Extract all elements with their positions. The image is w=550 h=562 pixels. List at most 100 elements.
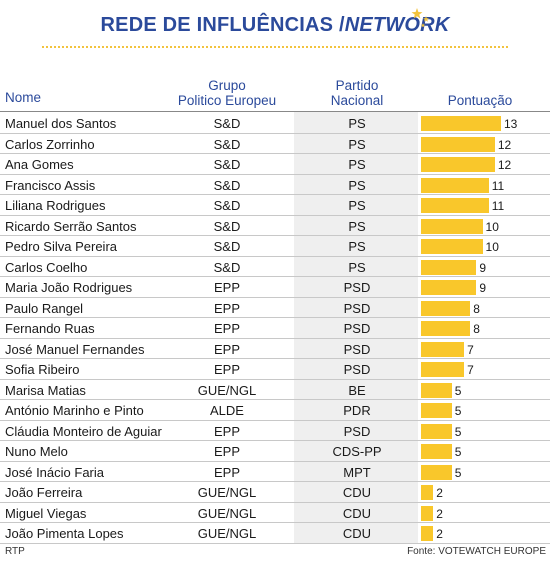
row-name: Ricardo Serrão Santos xyxy=(5,218,137,234)
row-partido: PS xyxy=(348,218,366,234)
table-row: Pedro Silva Pereira S&D PS 10 xyxy=(0,236,550,257)
row-name: Cláudia Monteiro de Aguiar xyxy=(5,423,162,439)
header-partido: Partido Nacional xyxy=(302,78,412,108)
row-grupo: S&D xyxy=(213,136,241,152)
row-grupo: GUE/NGL xyxy=(197,382,257,398)
row-partido: PS xyxy=(348,116,366,131)
row-name: Carlos Coelho xyxy=(5,259,88,275)
row-partido: PSD xyxy=(343,362,371,377)
score-label: 8 xyxy=(473,322,480,336)
row-grupo: EPP xyxy=(213,280,240,295)
row-partido: CDU xyxy=(342,505,372,521)
table-row: Fernando Ruas EPP PSD 8 xyxy=(0,318,550,339)
score-label: 11 xyxy=(491,178,505,193)
score-label: 12 xyxy=(497,158,512,172)
row-grupo: S&D xyxy=(213,218,241,234)
row-partido: PS xyxy=(348,198,366,213)
score-label: 13 xyxy=(504,117,518,131)
header-grupo-line2: Politico Europeu xyxy=(177,93,277,108)
row-name: Nuno Melo xyxy=(5,444,68,459)
score-bar xyxy=(421,464,452,480)
score-bar xyxy=(421,526,434,541)
chart-title: REDE DE INFLUÊNCIAS /NETWORK xyxy=(0,14,550,37)
row-grupo: S&D xyxy=(213,198,241,213)
row-name: Carlos Zorrinho xyxy=(5,136,95,152)
row-name: Liliana Rodrigues xyxy=(5,198,106,213)
header-grupo: Grupo Politico Europeu xyxy=(162,78,292,108)
score-label: 9 xyxy=(479,260,487,275)
score-bar xyxy=(421,259,477,275)
header-divider xyxy=(0,111,550,112)
table-row: Miguel Viegas GUE/NGL CDU 2 xyxy=(0,503,550,523)
row-name: João Ferreira xyxy=(5,485,83,500)
table-row: Carlos Coelho S&D PS 9 xyxy=(0,257,550,277)
score-label: 2 xyxy=(436,506,443,521)
table-row: Maria João Rodrigues EPP PSD 9 xyxy=(0,277,550,298)
row-partido: PDR xyxy=(343,403,371,418)
score-label: 2 xyxy=(436,527,443,541)
table-row: Paulo Rangel EPP PSD 8 xyxy=(0,298,550,318)
header-grupo-line1: Grupo xyxy=(208,78,246,93)
score-bar xyxy=(421,423,452,439)
row-grupo: S&D xyxy=(213,239,241,254)
score-bar xyxy=(421,136,495,152)
table-row: Carlos Zorrinho S&D PS 12 xyxy=(0,134,550,154)
score-bar xyxy=(421,116,501,131)
table-row: Ricardo Serrão Santos S&D PS 10 xyxy=(0,216,550,236)
score-label: 5 xyxy=(454,404,462,418)
table-row: Marisa Matias GUE/NGL BE 5 xyxy=(0,380,550,400)
row-grupo: GUE/NGL xyxy=(197,526,257,541)
row-grupo: EPP xyxy=(213,444,240,459)
table-row: Ana Gomes S&D PS 12 xyxy=(0,154,550,175)
row-grupo: EPP xyxy=(213,300,240,316)
row-name: Fernando Ruas xyxy=(5,321,95,336)
row-grupo: EPP xyxy=(213,362,240,377)
score-bar xyxy=(421,444,452,459)
header-nome: Nome xyxy=(5,90,42,105)
score-bar xyxy=(421,157,495,172)
table-row: Nuno Melo EPP CDS-PP 5 xyxy=(0,441,550,462)
score-label: 5 xyxy=(454,424,462,439)
row-name: Paulo Rangel xyxy=(5,300,84,316)
footer-credit: RTP xyxy=(5,546,25,557)
row-grupo: GUE/NGL xyxy=(197,505,257,521)
score-label: 11 xyxy=(491,199,505,213)
header-partido-line2: Nacional xyxy=(330,93,384,108)
score-bar xyxy=(421,198,489,213)
row-partido: BE xyxy=(348,382,366,398)
table-row: José Manuel Fernandes EPP PSD 7 xyxy=(0,339,550,359)
row-name: Francisco Assis xyxy=(5,177,96,193)
score-bar xyxy=(421,321,471,336)
row-partido: PS xyxy=(348,157,366,172)
stars-icon xyxy=(411,8,429,28)
row-name: António Marinho e Pinto xyxy=(5,403,144,418)
score-bar xyxy=(421,505,434,521)
title-divider xyxy=(42,46,508,48)
row-partido: PS xyxy=(348,177,366,193)
partido-column-band xyxy=(294,112,418,544)
row-name: Ana Gomes xyxy=(5,157,74,172)
row-name: Sofia Ribeiro xyxy=(5,362,80,377)
score-bar xyxy=(421,300,471,316)
score-bar xyxy=(421,403,452,418)
row-grupo: EPP xyxy=(213,321,240,336)
row-partido: PSD xyxy=(343,423,371,439)
footer-source: Fonte: VOTEWATCH EUROPE xyxy=(407,546,546,557)
score-bar xyxy=(421,177,489,193)
score-bar xyxy=(421,239,483,254)
table-row: Sofia Ribeiro EPP PSD 7 xyxy=(0,359,550,380)
row-grupo: EPP xyxy=(213,423,240,439)
row-partido: CDU xyxy=(342,485,372,500)
row-grupo: S&D xyxy=(213,116,241,131)
score-label: 5 xyxy=(454,445,462,459)
row-partido: PS xyxy=(348,136,366,152)
table-row: Manuel dos Santos S&D PS 13 xyxy=(0,113,550,134)
score-bar xyxy=(421,362,465,377)
score-label: 8 xyxy=(473,301,480,316)
table-row: José Inácio Faria EPP MPT 5 xyxy=(0,462,550,482)
row-partido: CDU xyxy=(342,526,372,541)
score-bar xyxy=(421,341,465,357)
row-grupo: ALDE xyxy=(210,403,244,418)
score-label: 2 xyxy=(436,486,443,500)
score-bar xyxy=(421,485,434,500)
